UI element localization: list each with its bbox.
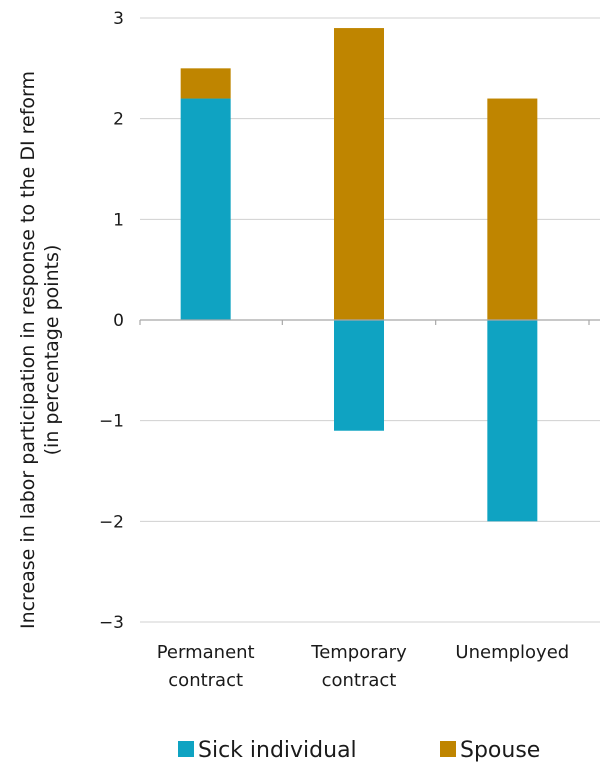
y-axis-label: Increase in labor participation in respo… [17, 71, 63, 629]
bar [334, 320, 384, 431]
bar [487, 320, 538, 522]
legend: Sick individual Spouse [178, 738, 540, 763]
x-axis-categories: Permanent contract Temporary contract Unempl… [157, 642, 570, 691]
y-tick-label: 1 [113, 210, 124, 230]
y-axis-ticks: 3 2 1 0 −1 −2 −3 [99, 9, 124, 633]
y-tick-label: 3 [113, 9, 124, 29]
legend-label: Spouse [460, 738, 540, 763]
bar [180, 68, 231, 99]
category-label-line: contract [168, 670, 243, 691]
y-tick-label: −3 [99, 613, 124, 633]
category-label-line: Temporary [310, 642, 407, 663]
legend-label: Sick individual [198, 738, 357, 763]
y-tick-label: −1 [99, 412, 124, 432]
category-label: Permanent contract [157, 642, 255, 691]
category-label-line: Permanent [157, 642, 255, 663]
category-label: Unemployed [455, 642, 569, 663]
bar [334, 28, 384, 321]
bar [487, 98, 538, 321]
bars [180, 28, 538, 522]
y-axis-title-line: Increase in labor participation in respo… [17, 71, 39, 629]
category-label-line: Unemployed [455, 642, 569, 663]
category-label-line: contract [322, 670, 397, 691]
y-tick-label: 2 [113, 110, 124, 130]
y-tick-label: −2 [99, 512, 124, 532]
y-axis-title-line: (in percentage points) [41, 245, 63, 456]
category-label: Temporary contract [310, 642, 407, 691]
y-tick-label: 0 [113, 311, 124, 331]
legend-swatch [440, 741, 456, 757]
x-axis [139, 319, 600, 325]
bar [180, 98, 231, 321]
legend-swatch [178, 741, 194, 757]
